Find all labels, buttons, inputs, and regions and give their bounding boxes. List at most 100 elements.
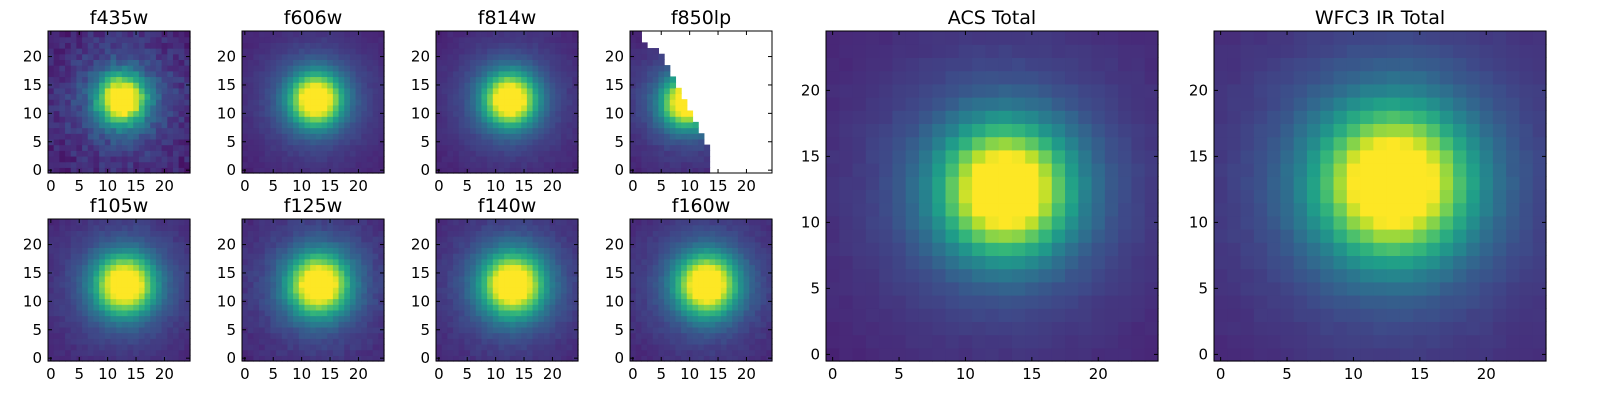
- heatmap-cell: [549, 42, 556, 49]
- heatmap-cell: [338, 99, 345, 106]
- heatmap-cell: [276, 87, 283, 95]
- heatmap-cell: [555, 236, 562, 243]
- heatmap-cell: [298, 42, 306, 49]
- heatmap-cell: [470, 275, 477, 283]
- heatmap-cell: [167, 298, 174, 305]
- heatmap-cell: [361, 155, 368, 163]
- heatmap-cell: [99, 287, 106, 294]
- heatmap-cell: [172, 93, 180, 100]
- heatmap-cell: [652, 110, 659, 117]
- heatmap-cell: [116, 236, 123, 243]
- heatmap-cell: [281, 138, 289, 146]
- heatmap-cell: [53, 42, 60, 49]
- heatmap-cell: [304, 258, 311, 266]
- heatmap-cell: [681, 116, 688, 123]
- heatmap-cell: [344, 338, 351, 345]
- heatmap-cell: [366, 224, 374, 231]
- heatmap-cell: [116, 247, 123, 254]
- heatmap-cell: [572, 127, 579, 134]
- heatmap-cell: [338, 304, 345, 311]
- y-tick-label: 20: [23, 236, 42, 254]
- heatmap-cell: [521, 70, 528, 78]
- heatmap-cell: [515, 87, 522, 95]
- heatmap-cell: [281, 326, 289, 334]
- heatmap-cell: [327, 155, 334, 163]
- heatmap-cell: [70, 42, 77, 49]
- heatmap-cell: [475, 48, 483, 55]
- heatmap-cell: [259, 281, 266, 288]
- heatmap-cell: [509, 287, 517, 294]
- heatmap-cell: [481, 31, 488, 38]
- heatmap-cell: [709, 304, 716, 311]
- heatmap-cell: [338, 219, 345, 226]
- heatmap-cell: [138, 270, 146, 277]
- heatmap-cell: [641, 253, 648, 260]
- heatmap-cell: [526, 326, 534, 334]
- heatmap-cell: [498, 224, 505, 231]
- heatmap-cell: [270, 304, 277, 311]
- heatmap-cell: [293, 321, 300, 328]
- heatmap-cell: [1011, 334, 1026, 349]
- heatmap-cell: [1025, 295, 1040, 309]
- heatmap-cell: [150, 167, 157, 174]
- heatmap-cell: [276, 343, 283, 351]
- heatmap-cell: [253, 48, 260, 55]
- heatmap-cell: [247, 121, 254, 129]
- heatmap-cell: [281, 70, 289, 78]
- heatmap-cell: [669, 236, 677, 243]
- heatmap-cell: [526, 241, 534, 248]
- heatmap-cell: [87, 70, 95, 78]
- heatmap-cell: [184, 315, 191, 322]
- heatmap-cell: [555, 326, 562, 334]
- heatmap-cell: [726, 224, 733, 231]
- heatmap-cell: [675, 127, 682, 134]
- heatmap-cell: [543, 150, 551, 157]
- heatmap-cell: [441, 224, 448, 231]
- heatmap-cell: [549, 133, 556, 140]
- heatmap-cell: [82, 133, 89, 140]
- heatmap-cell: [658, 230, 665, 237]
- heatmap-cell: [715, 304, 722, 311]
- heatmap-cell: [287, 298, 294, 305]
- heatmap-cell: [572, 116, 579, 123]
- heatmap-cell: [709, 315, 716, 322]
- heatmap-cell: [492, 275, 500, 283]
- heatmap-cell: [242, 36, 249, 43]
- heatmap-cell: [686, 155, 694, 163]
- heatmap-cell: [669, 138, 677, 146]
- heatmap-cell: [458, 332, 465, 339]
- heatmap-cell: [264, 121, 271, 129]
- heatmap-cell: [635, 270, 642, 277]
- heatmap-cell: [259, 99, 266, 106]
- heatmap-cell: [732, 270, 739, 277]
- heatmap-cell: [127, 127, 134, 134]
- heatmap-cell: [675, 161, 682, 168]
- heatmap-cell: [504, 304, 511, 311]
- heatmap-cell: [447, 138, 454, 146]
- heatmap-cell: [754, 219, 762, 226]
- heatmap-cell: [464, 133, 471, 140]
- heatmap-cell: [310, 110, 317, 117]
- heatmap-cell: [1038, 347, 1053, 362]
- heatmap-cell: [144, 87, 151, 95]
- heatmap-cell: [161, 270, 168, 277]
- heatmap-cell: [338, 264, 345, 271]
- heatmap-cell: [692, 241, 699, 248]
- heatmap-cell: [630, 309, 637, 317]
- heatmap-cell: [93, 321, 100, 328]
- heatmap-cell: [310, 287, 317, 294]
- heatmap-cell: [652, 264, 659, 271]
- heatmap-cell: [253, 167, 260, 174]
- heatmap-cell: [65, 48, 72, 55]
- heatmap-cell: [253, 161, 260, 168]
- heatmap-cell: [327, 264, 334, 271]
- heatmap-cell: [532, 236, 539, 243]
- heatmap-cell: [178, 99, 185, 106]
- heatmap-cell: [635, 31, 642, 38]
- heatmap-cell: [760, 338, 767, 345]
- heatmap-cell: [487, 121, 494, 129]
- heatmap-cell: [298, 127, 306, 134]
- heatmap-cell: [538, 42, 545, 49]
- heatmap-cell: [378, 104, 385, 112]
